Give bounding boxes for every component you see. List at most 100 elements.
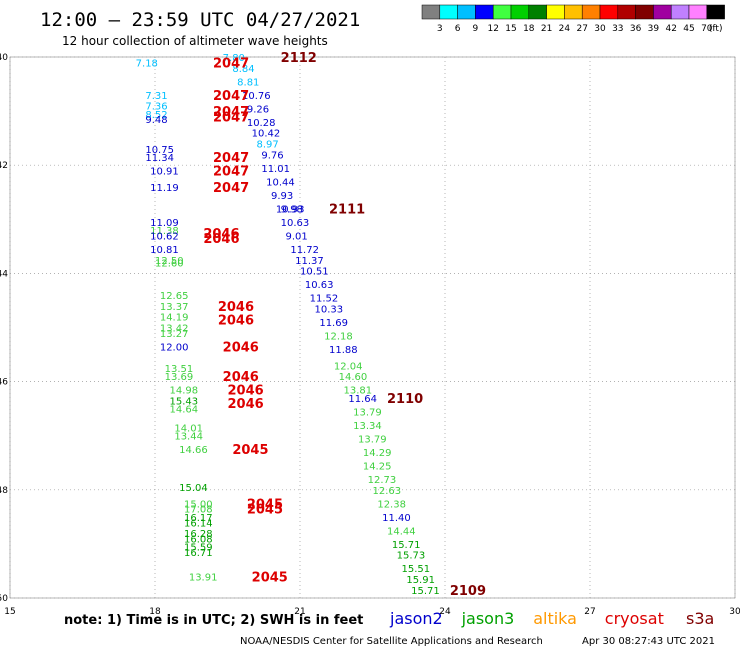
- swh-value-label: 8.84: [232, 64, 254, 75]
- swh-value-label: 15.00: [184, 499, 213, 510]
- swh-value-label: 13.51: [165, 364, 194, 375]
- timestamp-text: Apr 30 08:27:43 UTC 2021: [582, 636, 715, 647]
- swh-value-label: 13.44: [174, 432, 203, 443]
- credit-text: NOAA/NESDIS Center for Satellite Applica…: [240, 636, 543, 647]
- swh-value-label: 9.98: [281, 204, 303, 215]
- colorbar-label: 6: [455, 24, 461, 34]
- swh-value-label: 14.25: [363, 461, 392, 472]
- colorbar-label: 30: [594, 24, 606, 34]
- swh-value-label: 14.29: [363, 448, 392, 459]
- time-label: 2045: [252, 570, 288, 585]
- colorbar-swatch: [581, 4, 601, 20]
- time-label: 2047: [213, 89, 249, 104]
- colorbar-label: 42: [665, 24, 676, 34]
- swh-value-label: 14.98: [170, 386, 199, 397]
- swh-value-label: 11.19: [150, 183, 179, 194]
- swh-value-label: 8.97: [257, 140, 279, 151]
- swh-value-label: 13.79: [358, 434, 387, 445]
- swh-value-label: 13.27: [160, 329, 189, 340]
- swh-value-label: 16.08: [184, 534, 213, 545]
- time-label: 2045: [232, 443, 268, 458]
- colorbar-swatch: [457, 4, 476, 20]
- swh-value-label: 16.14: [184, 518, 213, 529]
- swh-value-label: 12.63: [373, 486, 402, 497]
- swh-value-label: 10.93: [276, 204, 305, 215]
- swh-value-label: 11.69: [319, 318, 348, 329]
- colorbar-swatch: [635, 4, 654, 20]
- time-label: 2045: [247, 503, 283, 518]
- swh-value-label: 7.36: [145, 102, 167, 113]
- time-label: 2046: [228, 397, 264, 412]
- colorbar-label: 3: [437, 24, 443, 34]
- swh-value-label: 7.80: [223, 53, 245, 64]
- swh-value-label: 11.37: [295, 256, 324, 267]
- swh-value-label: 14.01: [174, 424, 203, 435]
- x-tick-label: 30: [729, 607, 740, 617]
- colorbar-label: 9: [473, 24, 479, 34]
- colorbar-label: 45: [683, 24, 694, 34]
- swh-value-label: 14.44: [387, 526, 416, 537]
- time-labels: 2047 211220472047204720472047204721112046…: [203, 51, 486, 599]
- color-bar: 3 6 9 12 15 18 21 24 27 30 33 36 39 42 45 70(ft): [421, 4, 725, 34]
- swh-value-label: 17.08: [184, 505, 213, 516]
- colorbar-swatch: [599, 4, 619, 20]
- chart-title: 12:00 — 23:59 UTC 04/27/2021: [40, 9, 360, 31]
- x-tick-label: 24: [439, 607, 451, 617]
- swh-value-label: 10.42: [252, 129, 281, 140]
- satellite-legend-item: jason3: [461, 609, 515, 628]
- swh-value-label: 12.04: [334, 361, 363, 372]
- swh-value-label: 10.33: [315, 305, 344, 316]
- colorbar-label: 15: [505, 24, 516, 34]
- time-label: 2046: [223, 340, 259, 355]
- colorbar-swatch: [510, 4, 530, 20]
- colorbar-swatch: [706, 4, 725, 20]
- time-label: 2046: [203, 227, 239, 242]
- x-tick-labels: 15 18 21 24 27 30: [4, 607, 740, 617]
- satellite-legend: jason2 jason3 altika cryosat s3a: [389, 609, 714, 628]
- time-label: 2047: [213, 105, 249, 120]
- swh-value-label: 11.72: [290, 245, 319, 256]
- swh-value-label: 11.64: [348, 394, 377, 405]
- time-label: 2110: [387, 392, 423, 407]
- plot-frame: [9, 56, 736, 599]
- swh-value-label: 11.88: [329, 345, 358, 356]
- x-tick-label: 15: [4, 607, 15, 617]
- time-label: 2045: [247, 497, 283, 512]
- swh-value-label: 10.28: [247, 118, 276, 129]
- swh-value-label: 13.91: [189, 572, 218, 583]
- colorbar-swatch: [653, 4, 672, 20]
- swh-value-label: 10.81: [150, 245, 179, 256]
- swh-value-label: 12.18: [324, 332, 353, 343]
- x-tick-label: 21: [294, 607, 305, 617]
- swh-value-label: 14.64: [170, 405, 199, 416]
- colorbar-label: 24: [559, 24, 571, 34]
- time-label: 2046: [218, 313, 254, 328]
- swh-value-label: 14.60: [339, 372, 368, 383]
- swh-value-label: 16.71: [184, 548, 213, 559]
- swh-value-label: 15.71: [411, 586, 440, 597]
- time-label: 2046: [203, 232, 239, 247]
- swh-value-label: 15.73: [397, 551, 426, 562]
- swh-value-label: 16.17: [184, 513, 213, 524]
- chart-subtitle: 12 hour collection of altimeter wave hei…: [62, 34, 328, 48]
- swh-value-label: 12.65: [160, 291, 189, 302]
- swh-value-label: 14.19: [160, 313, 189, 324]
- swh-value-label: 15.59: [184, 543, 213, 554]
- swh-value-label: 10.63: [305, 280, 334, 291]
- colorbar-label: (ft): [709, 24, 723, 34]
- x-tick-label: 18: [149, 607, 161, 617]
- y-tick-label: -40: [0, 53, 8, 63]
- swh-value-label: 12.00: [160, 342, 189, 353]
- y-tick-label: -46: [0, 378, 8, 388]
- swh-value-label: 10.76: [242, 91, 271, 102]
- swh-value-label: 10.91: [150, 167, 179, 178]
- swh-value-label: 9.26: [247, 104, 269, 115]
- satellite-legend-item: altika: [533, 609, 577, 628]
- swh-value-label: 8.81: [237, 77, 259, 88]
- colorbar-label: 36: [630, 24, 642, 34]
- swh-value-label: 15.71: [392, 540, 421, 551]
- swh-value-label: 12.73: [368, 475, 397, 486]
- colorbar-swatch: [439, 4, 458, 20]
- swh-value-label: 15.91: [406, 575, 435, 586]
- colorbar-label: 70: [701, 24, 713, 34]
